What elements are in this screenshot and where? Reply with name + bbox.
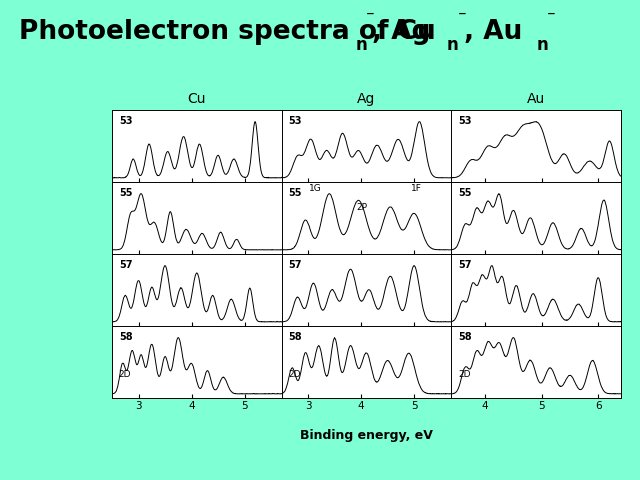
- Text: Ag: Ag: [357, 92, 376, 106]
- Text: ⁻: ⁻: [366, 8, 375, 26]
- Text: n: n: [536, 36, 548, 54]
- Text: ⁻: ⁻: [547, 8, 556, 26]
- Text: 55: 55: [458, 188, 472, 198]
- Text: 53: 53: [458, 116, 472, 126]
- Text: 58: 58: [119, 332, 132, 342]
- Text: ⁻: ⁻: [458, 8, 467, 26]
- Text: 55: 55: [119, 188, 132, 198]
- Text: , Au: , Au: [464, 19, 522, 45]
- Text: Cu: Cu: [188, 92, 206, 106]
- Text: 1F: 1F: [410, 184, 421, 193]
- Text: , Ag: , Ag: [372, 19, 431, 45]
- Text: Au: Au: [527, 92, 545, 106]
- Text: 2P: 2P: [356, 203, 367, 212]
- Text: 53: 53: [119, 116, 132, 126]
- Text: 2D: 2D: [458, 370, 470, 379]
- Text: 57: 57: [458, 260, 472, 270]
- Text: n: n: [355, 36, 367, 54]
- Text: 1G: 1G: [308, 184, 321, 193]
- Text: 57: 57: [119, 260, 132, 270]
- Text: n: n: [447, 36, 458, 54]
- Text: 2D: 2D: [289, 370, 301, 379]
- Text: 57: 57: [289, 260, 302, 270]
- Text: 58: 58: [289, 332, 302, 342]
- Text: 55: 55: [289, 188, 302, 198]
- Text: 58: 58: [458, 332, 472, 342]
- Text: 53: 53: [289, 116, 302, 126]
- Text: Photoelectron spectra of Cu: Photoelectron spectra of Cu: [19, 19, 436, 45]
- Text: 2D: 2D: [119, 370, 131, 379]
- Text: Binding energy, eV: Binding energy, eV: [300, 429, 433, 442]
